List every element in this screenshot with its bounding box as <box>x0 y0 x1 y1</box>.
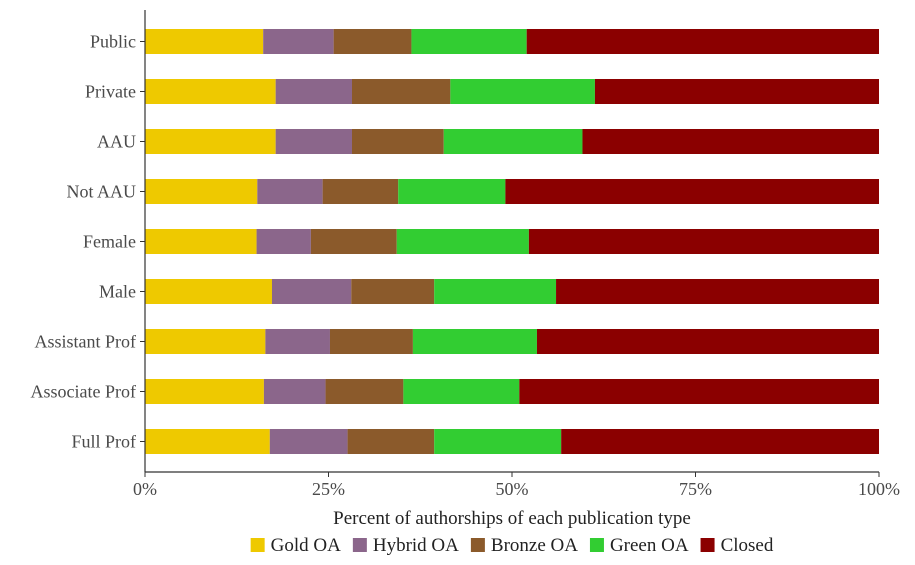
legend-swatch <box>589 538 604 552</box>
legend: Gold OA Hybrid OA Bronze OA Green OA Closed <box>250 535 774 556</box>
category-label: Assistant Prof <box>34 332 136 352</box>
bar-segment-hybrid-oa <box>256 229 311 254</box>
category-labels: Public Private AAU Not AAU Female Male Assista… <box>31 32 145 452</box>
bar-segment-hybrid-oa <box>269 429 348 454</box>
bar-segment-hybrid-oa <box>271 279 352 304</box>
x-axis-title: Percent of authorships of each publicati… <box>333 508 691 529</box>
legend-label: Hybrid OA <box>373 535 459 556</box>
bar-segment-green-oa <box>398 179 506 204</box>
x-tick-label: 0% <box>133 479 157 499</box>
bar-segment-green-oa <box>412 329 537 354</box>
bar-segment-closed <box>519 379 879 404</box>
category-label: AAU <box>97 132 136 152</box>
legend-item-bronze-oa: Bronze OA <box>470 535 578 556</box>
legend-swatch <box>700 538 715 552</box>
bar-segment-closed <box>528 229 879 254</box>
x-tick-label: 25% <box>312 479 345 499</box>
legend-swatch <box>250 538 265 552</box>
legend-label: Bronze OA <box>491 535 578 556</box>
x-tick-labels: 0% 25% 50% 75% 100% <box>133 472 900 499</box>
bar-segment-green-oa <box>403 379 520 404</box>
bar-segment-bronze-oa <box>333 29 412 54</box>
bar-segment-bronze-oa <box>347 429 435 454</box>
x-tick-label: 75% <box>679 479 712 499</box>
bar-segment-closed <box>556 279 879 304</box>
bar-segment-gold-oa <box>145 379 264 404</box>
category-label: Private <box>85 82 136 102</box>
bars-layer <box>145 29 879 454</box>
category-label: Not AAU <box>66 182 136 202</box>
bar-segment-gold-oa <box>145 29 264 54</box>
bar-segment-bronze-oa <box>351 79 451 104</box>
bar-segment-bronze-oa <box>322 179 399 204</box>
legend-item-green-oa: Green OA <box>589 535 689 556</box>
legend-swatch <box>352 538 367 552</box>
bar-segment-closed <box>594 79 879 104</box>
bar-segment-closed <box>526 29 879 54</box>
bar-segment-closed <box>561 429 879 454</box>
bar-segment-bronze-oa <box>310 229 397 254</box>
bar-segment-gold-oa <box>145 279 272 304</box>
category-label: Male <box>99 282 136 302</box>
category-label: Public <box>90 32 136 52</box>
bar-segment-green-oa <box>396 229 529 254</box>
bar-segment-gold-oa <box>145 329 266 354</box>
legend-item-gold-oa: Gold OA <box>250 535 341 556</box>
bar-segment-green-oa <box>434 279 557 304</box>
bar-segment-gold-oa <box>145 179 258 204</box>
legend-label: Gold OA <box>271 535 341 556</box>
bar-segment-gold-oa <box>145 429 270 454</box>
bar-segment-bronze-oa <box>351 279 435 304</box>
legend-item-closed: Closed <box>700 535 774 556</box>
bar-segment-green-oa <box>434 429 562 454</box>
bar-segment-green-oa <box>443 129 583 154</box>
bar-segment-bronze-oa <box>351 129 444 154</box>
bar-segment-green-oa <box>411 29 527 54</box>
bar-segment-bronze-oa <box>325 379 404 404</box>
bar-segment-hybrid-oa <box>257 179 323 204</box>
x-tick-label: 100% <box>858 479 900 499</box>
legend-label: Closed <box>721 535 774 556</box>
bar-segment-hybrid-oa <box>263 379 326 404</box>
bar-segment-closed <box>582 129 879 154</box>
bar-segment-hybrid-oa <box>275 79 352 104</box>
bar-segment-hybrid-oa <box>263 29 334 54</box>
legend-item-hybrid-oa: Hybrid OA <box>352 535 459 556</box>
category-label: Full Prof <box>71 432 136 452</box>
bar-segment-closed <box>536 329 879 354</box>
legend-swatch <box>470 538 485 552</box>
bar-segment-gold-oa <box>145 229 257 254</box>
x-tick-label: 50% <box>496 479 529 499</box>
bar-segment-hybrid-oa <box>275 129 352 154</box>
bar-segment-hybrid-oa <box>265 329 330 354</box>
legend-label: Green OA <box>610 535 689 556</box>
bar-segment-gold-oa <box>145 129 276 154</box>
bar-segment-gold-oa <box>145 79 276 104</box>
bar-segment-bronze-oa <box>329 329 413 354</box>
bar-segment-green-oa <box>450 79 595 104</box>
category-label: Associate Prof <box>31 382 136 402</box>
bar-segment-closed <box>505 179 879 204</box>
category-label: Female <box>83 232 136 252</box>
